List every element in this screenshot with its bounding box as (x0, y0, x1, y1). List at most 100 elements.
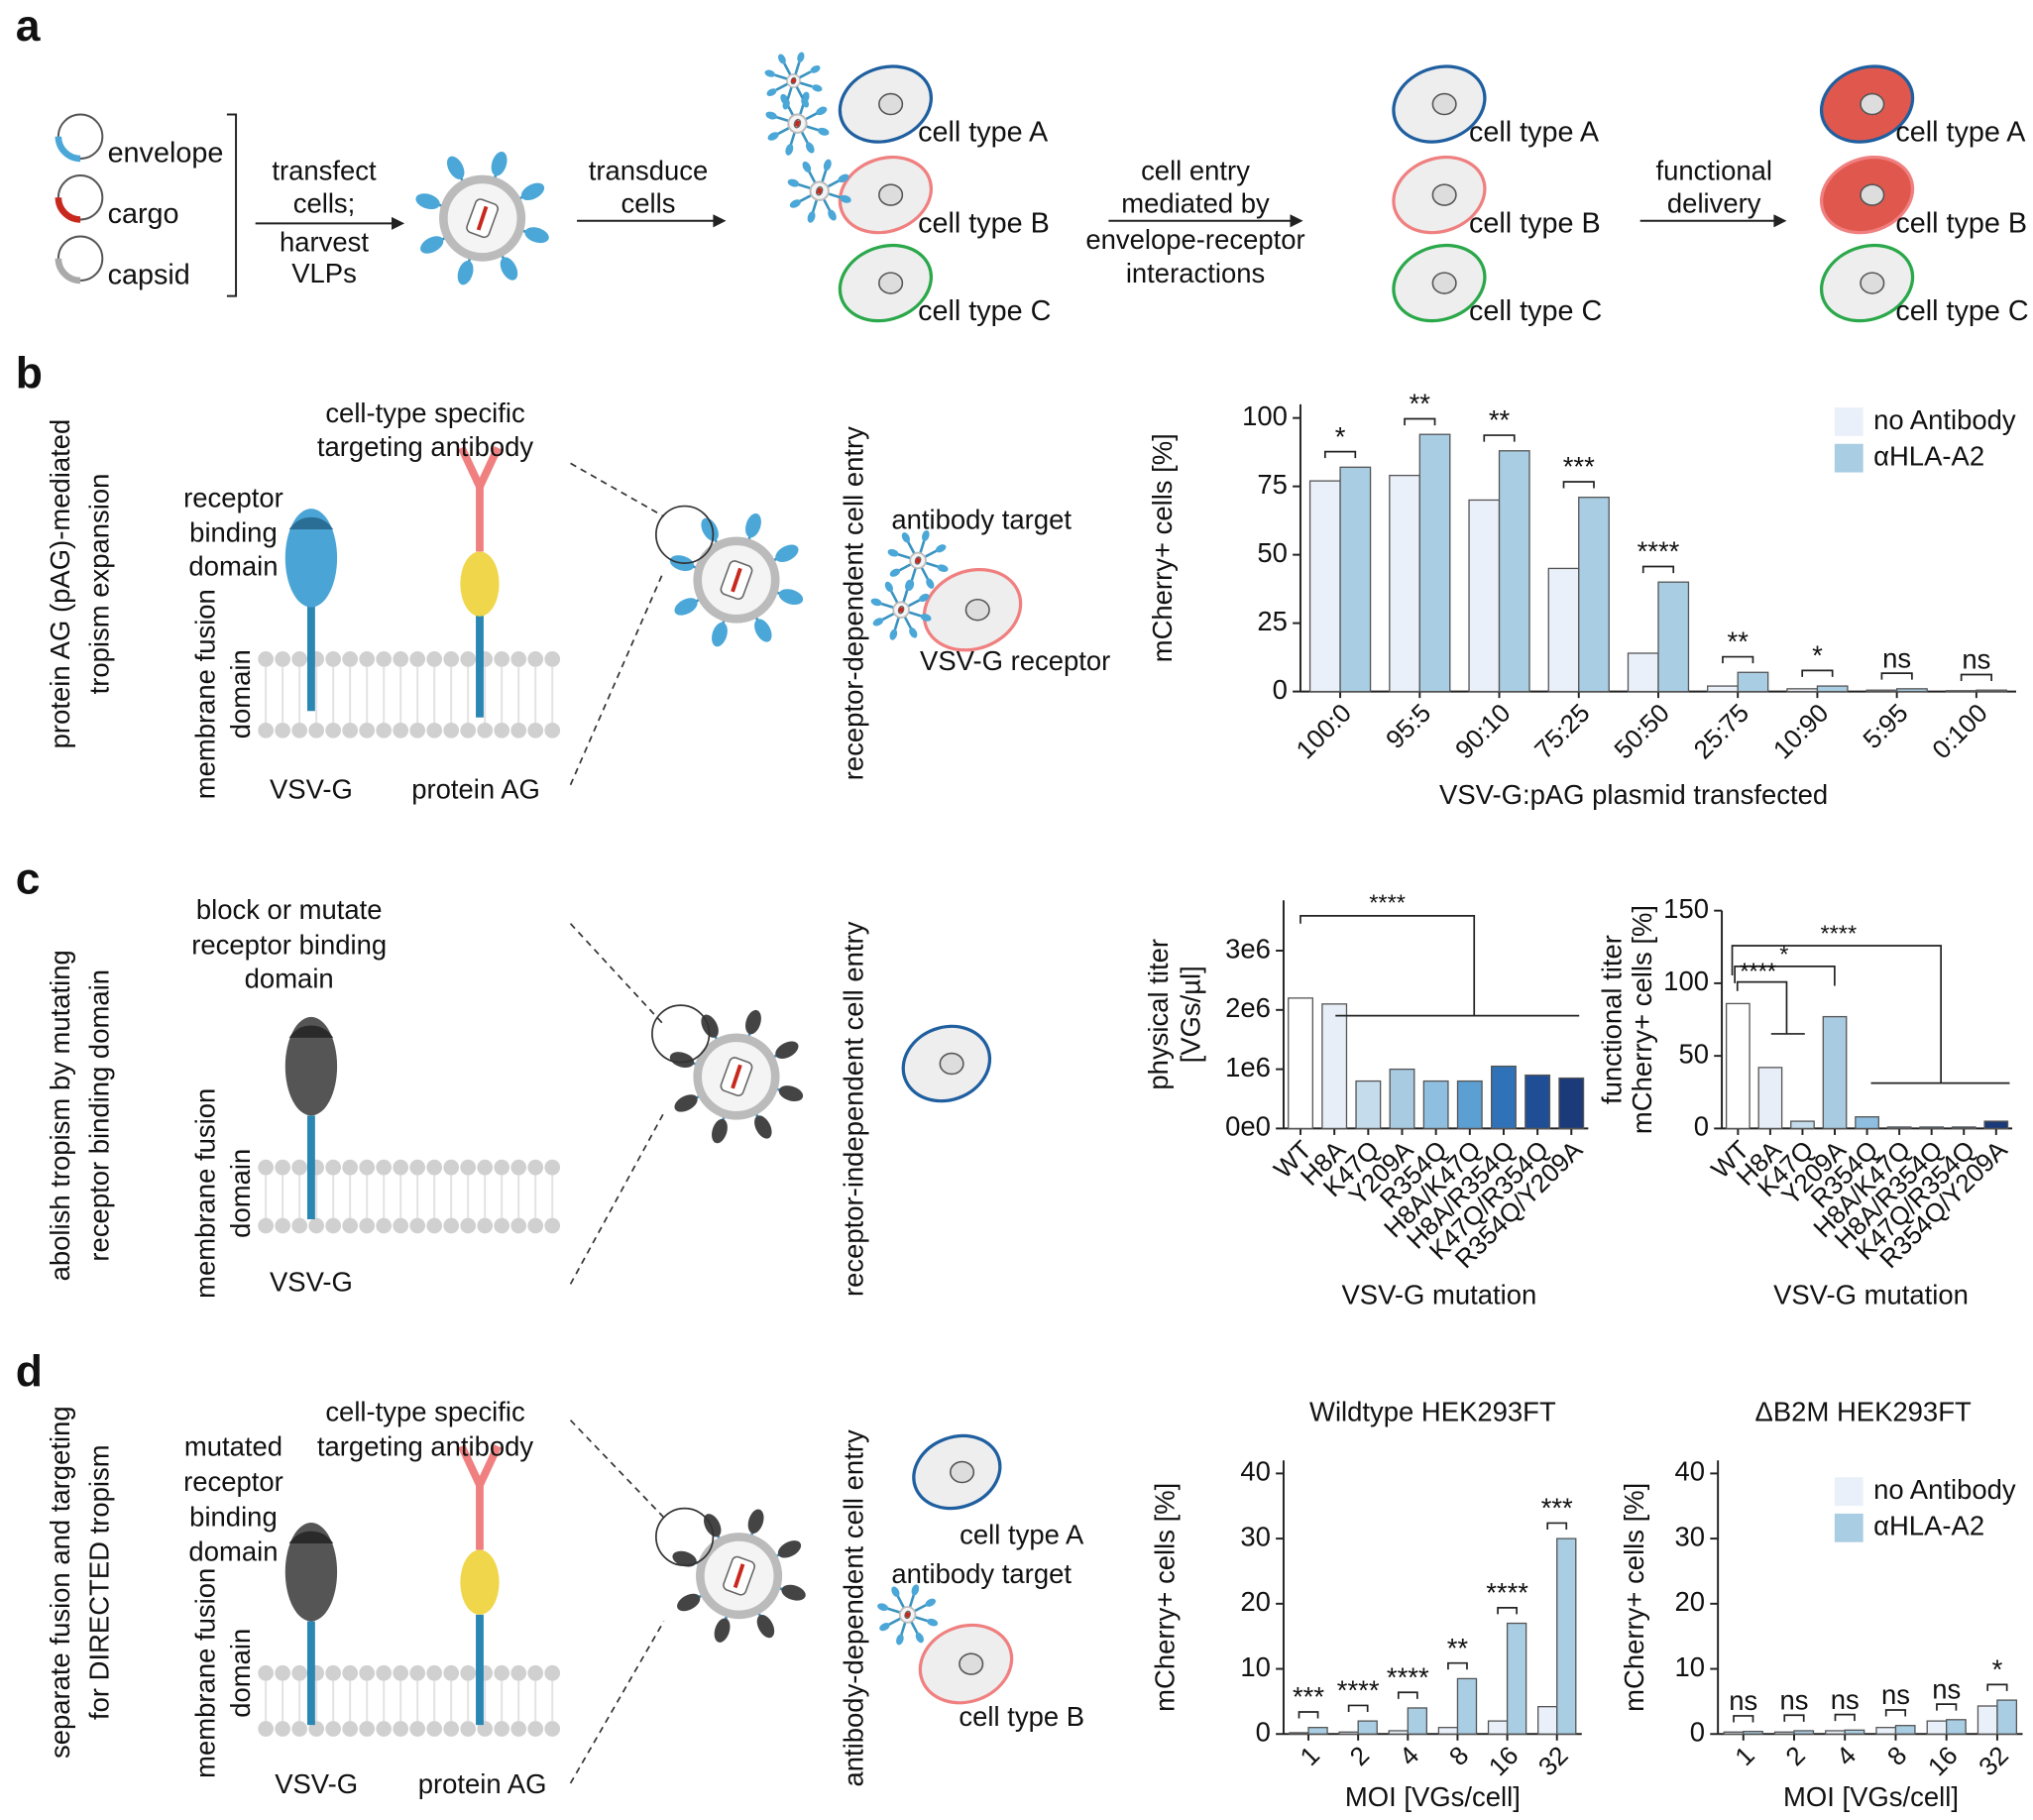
lipid-head (291, 722, 308, 739)
sig-bracket (1641, 565, 1675, 574)
lipid-head (510, 1721, 527, 1737)
x-axis-label: VSV-G mutation (1341, 1280, 1536, 1310)
lipid-head (325, 722, 342, 739)
spike (900, 1622, 907, 1636)
spike-head (778, 1085, 804, 1102)
lipid-head (460, 1217, 477, 1234)
spike (786, 86, 793, 100)
cargo (915, 557, 921, 564)
x-axis-label: VSV-G mutation (1773, 1280, 1969, 1310)
bar (1437, 1727, 1459, 1735)
legend-label: no Antibody (1873, 1474, 2016, 1505)
cargo (476, 205, 489, 231)
label: domain (245, 964, 334, 994)
y-tick-label: 100 (1663, 966, 1709, 996)
nucleus (878, 272, 904, 294)
sig-label: * (1812, 640, 1823, 671)
nucleus (950, 1460, 975, 1484)
bar (1786, 688, 1819, 693)
y-tick-label: 0 (1256, 1717, 1271, 1748)
lipid-head (291, 1159, 308, 1176)
sig-bracket (1736, 980, 1805, 1035)
label: mediated by (1121, 187, 1270, 218)
label: delivery (1667, 187, 1761, 218)
bar (1865, 689, 1898, 693)
spike-head (922, 529, 930, 541)
lipid-head (460, 722, 477, 739)
bar (1339, 466, 1372, 693)
bar (1355, 1080, 1382, 1130)
label: cell entry (1141, 156, 1250, 186)
lipid-head (477, 1159, 494, 1176)
lipid-head (393, 722, 409, 739)
lipid-head (258, 1217, 274, 1234)
y-tick-label: 0e0 (1225, 1111, 1271, 1142)
lipid-head (291, 1217, 308, 1234)
bar (1707, 685, 1739, 693)
spike (828, 192, 842, 199)
zoom-line (570, 462, 665, 517)
spike (914, 1615, 929, 1623)
lipid-head (443, 722, 460, 739)
bar (1875, 1727, 1897, 1735)
lipid-head (393, 1159, 409, 1176)
lipid-head (544, 1664, 561, 1681)
y-tick-label: 40 (1675, 1456, 1706, 1487)
spike-head (807, 211, 816, 223)
spike-head (674, 598, 698, 616)
nucleus (1431, 272, 1457, 294)
label: protein AG (pAG)-mediated (45, 419, 75, 749)
bar (1657, 581, 1690, 693)
bar (1725, 1002, 1751, 1130)
cargo (794, 120, 801, 128)
lipid-head (477, 722, 494, 739)
lipid-head (342, 722, 359, 739)
nucleus (878, 183, 904, 206)
bar (1951, 1126, 1977, 1130)
bar (1418, 433, 1451, 693)
sig-bracket (1834, 1713, 1856, 1722)
sig-label: **** (1337, 1675, 1380, 1706)
spike-head (745, 512, 761, 538)
sig-label: ns (1831, 1684, 1860, 1715)
label: binding (189, 1501, 278, 1532)
bar (1844, 1729, 1865, 1735)
label: receptor binding domain (83, 969, 114, 1262)
spike (777, 126, 790, 136)
label: membrane fusion (190, 1568, 221, 1778)
bar (1506, 1622, 1527, 1735)
sig-label: ns (1932, 1673, 1961, 1704)
lipid-head (325, 651, 342, 667)
x-tick-label: 2 (1344, 1740, 1375, 1770)
x-tick-label: 90:10 (1449, 698, 1517, 765)
y-axis-label: mCherry+ cells [%] (1627, 905, 1657, 1134)
y-tick-label: 100 (1242, 400, 1288, 431)
spike (919, 540, 926, 554)
bar (1977, 1705, 1998, 1735)
spike-head (891, 1586, 900, 1598)
bar (1822, 1015, 1848, 1130)
sig-bracket (1731, 945, 2010, 1084)
lipid-head (291, 651, 308, 667)
lipid-head (258, 722, 274, 739)
label: tropism expansion (83, 474, 114, 695)
label: cell type A (1895, 117, 2026, 149)
antibody (458, 446, 484, 489)
spike-head (754, 619, 772, 642)
lipid-head (308, 722, 325, 739)
label: domain (225, 1149, 256, 1238)
lipid-head (426, 1664, 443, 1681)
nucleus (964, 598, 990, 622)
spike-head (782, 99, 790, 110)
lipid-head (494, 1159, 510, 1176)
lipid-head (443, 1664, 460, 1681)
lipid-head (342, 1664, 359, 1681)
y-tick-label: 3e6 (1225, 933, 1271, 964)
x-axis-label: MOI [VGs/cell] (1783, 1781, 1959, 1812)
spike (799, 81, 813, 88)
lipid-head (258, 1721, 274, 1737)
sig-bracket (1546, 1522, 1568, 1530)
sig-label: ns (1779, 1684, 1808, 1715)
nucleus (959, 1652, 984, 1675)
sig-label: *** (1541, 1493, 1573, 1524)
